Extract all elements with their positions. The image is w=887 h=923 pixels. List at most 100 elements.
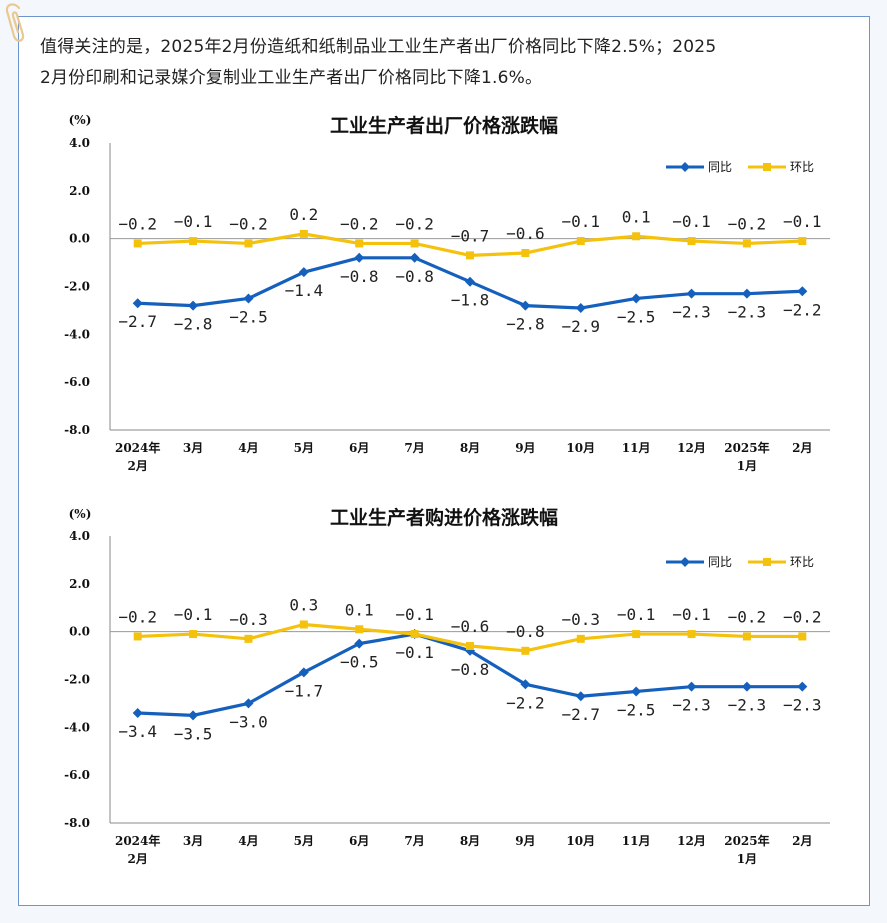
data-label: −0.2 bbox=[728, 607, 767, 626]
x-tick-label: 12月 bbox=[677, 441, 706, 455]
data-label: −0.8 bbox=[395, 267, 434, 286]
x-tick-label: 8月 bbox=[460, 834, 480, 848]
data-label: −2.9 bbox=[562, 317, 601, 336]
x-tick-label: 12月 bbox=[677, 834, 706, 848]
legend-label: 同比 bbox=[708, 160, 732, 174]
chart-title: 工业生产者购进价格涨跌幅 bbox=[330, 506, 558, 529]
data-label: −2.3 bbox=[783, 696, 822, 715]
data-label: −0.1 bbox=[783, 212, 822, 231]
x-tick-label: 2024年 2月 bbox=[115, 833, 160, 866]
data-point bbox=[409, 252, 420, 263]
data-label: −2.3 bbox=[728, 303, 767, 322]
data-label: −2.3 bbox=[728, 696, 767, 715]
data-label: −0.2 bbox=[118, 607, 157, 626]
y-axis-unit: (%) bbox=[69, 507, 92, 521]
y-axis-unit: (%) bbox=[69, 113, 92, 127]
data-point bbox=[466, 251, 474, 260]
data-label: −0.1 bbox=[672, 605, 711, 624]
x-tick-label: 9月 bbox=[515, 834, 535, 848]
data-point bbox=[465, 276, 475, 287]
data-label: −2.2 bbox=[506, 693, 545, 712]
data-label: −2.8 bbox=[174, 315, 213, 334]
data-point bbox=[465, 645, 475, 656]
legend-label: 同比 bbox=[708, 555, 732, 569]
y-tick-label: 2.0 bbox=[69, 184, 90, 198]
data-label: 0.1 bbox=[622, 207, 651, 226]
y-tick-label: -2.0 bbox=[64, 673, 90, 687]
data-label: −2.5 bbox=[229, 307, 268, 326]
legend-marker bbox=[763, 558, 771, 566]
x-tick-label: 10月 bbox=[566, 834, 595, 848]
x-tick-label: 2025年 1月 bbox=[724, 440, 769, 473]
data-point bbox=[687, 237, 696, 246]
data-label: −3.4 bbox=[118, 722, 157, 741]
data-label: −2.5 bbox=[617, 307, 656, 326]
data-point bbox=[243, 698, 254, 709]
x-tick-label: 11月 bbox=[622, 441, 651, 455]
y-tick-label: 4.0 bbox=[69, 529, 90, 543]
data-point bbox=[742, 632, 751, 641]
data-point bbox=[355, 239, 364, 248]
data-point bbox=[521, 249, 530, 258]
data-point bbox=[687, 630, 696, 639]
data-label: −0.6 bbox=[451, 617, 490, 636]
data-point bbox=[742, 239, 751, 248]
y-tick-label: 2.0 bbox=[69, 577, 90, 591]
paperclip-icon bbox=[5, 3, 25, 42]
data-label: −2.2 bbox=[783, 300, 822, 319]
data-label: −0.5 bbox=[340, 653, 379, 672]
y-tick-label: -4.0 bbox=[64, 327, 90, 341]
data-label: −0.7 bbox=[451, 226, 490, 245]
x-tick-label: 4月 bbox=[238, 834, 258, 848]
data-label: −0.3 bbox=[562, 610, 601, 629]
data-label: −0.2 bbox=[229, 214, 268, 233]
data-point bbox=[741, 681, 752, 692]
data-point bbox=[741, 288, 752, 299]
data-point bbox=[132, 707, 143, 718]
data-point bbox=[354, 252, 365, 263]
y-tick-label: 4.0 bbox=[69, 136, 90, 150]
data-point bbox=[188, 300, 199, 311]
x-tick-label: 9月 bbox=[515, 441, 535, 455]
x-tick-label: 2024年 2月 bbox=[115, 440, 160, 473]
y-tick-label: -8.0 bbox=[64, 423, 90, 437]
data-point bbox=[189, 630, 198, 639]
data-point bbox=[520, 679, 531, 690]
data-point bbox=[797, 681, 808, 692]
data-label: −0.2 bbox=[728, 214, 767, 233]
data-label: −0.1 bbox=[617, 605, 656, 624]
data-point bbox=[410, 630, 419, 639]
data-label: −0.1 bbox=[672, 212, 711, 231]
data-label: −0.1 bbox=[395, 605, 434, 624]
data-point bbox=[466, 642, 474, 651]
data-point bbox=[521, 646, 530, 655]
x-tick-label: 7月 bbox=[404, 441, 424, 455]
data-label: −0.1 bbox=[174, 605, 213, 624]
y-tick-label: -6.0 bbox=[64, 375, 90, 389]
x-tick-label: 11月 bbox=[622, 834, 651, 848]
data-point bbox=[576, 237, 585, 246]
chart-purchase-price: 工业生产者购进价格涨跌幅 (%) 4.0 2.0 0.0 -2.0 -4.0 -6.0 -8.0… bbox=[64, 506, 830, 866]
chart-title: 工业生产者出厂价格涨跌幅 bbox=[330, 114, 558, 137]
data-label: −0.8 bbox=[451, 660, 490, 679]
data-point bbox=[354, 638, 365, 649]
legend-marker bbox=[680, 557, 690, 567]
x-tick-label: 8月 bbox=[460, 441, 480, 455]
data-point bbox=[244, 634, 253, 643]
data-point bbox=[575, 303, 586, 314]
data-label: −2.3 bbox=[672, 303, 711, 322]
y-tick-label: 0.0 bbox=[69, 232, 90, 246]
data-label: −0.1 bbox=[174, 212, 213, 231]
data-point bbox=[686, 288, 697, 299]
data-point bbox=[631, 293, 642, 304]
y-tick-label: -6.0 bbox=[64, 768, 90, 782]
y-tick-label: -8.0 bbox=[64, 816, 90, 830]
data-label: −0.8 bbox=[340, 267, 379, 286]
data-point bbox=[189, 237, 198, 246]
y-tick-label: 0.0 bbox=[69, 625, 90, 639]
chart-factory-price: 工业生产者出厂价格涨跌幅 (%) 4.0 2.0 0.0 -2.0 -4.0 -6.0 -8.0… bbox=[64, 113, 830, 473]
data-point bbox=[520, 300, 531, 311]
data-label: −0.8 bbox=[506, 622, 545, 641]
x-tick-label: 2025年 1月 bbox=[724, 833, 769, 866]
intro-line-2: 2月份印刷和记录媒介复制业工业生产者出厂价格同比下降1.6%。 bbox=[40, 68, 543, 88]
